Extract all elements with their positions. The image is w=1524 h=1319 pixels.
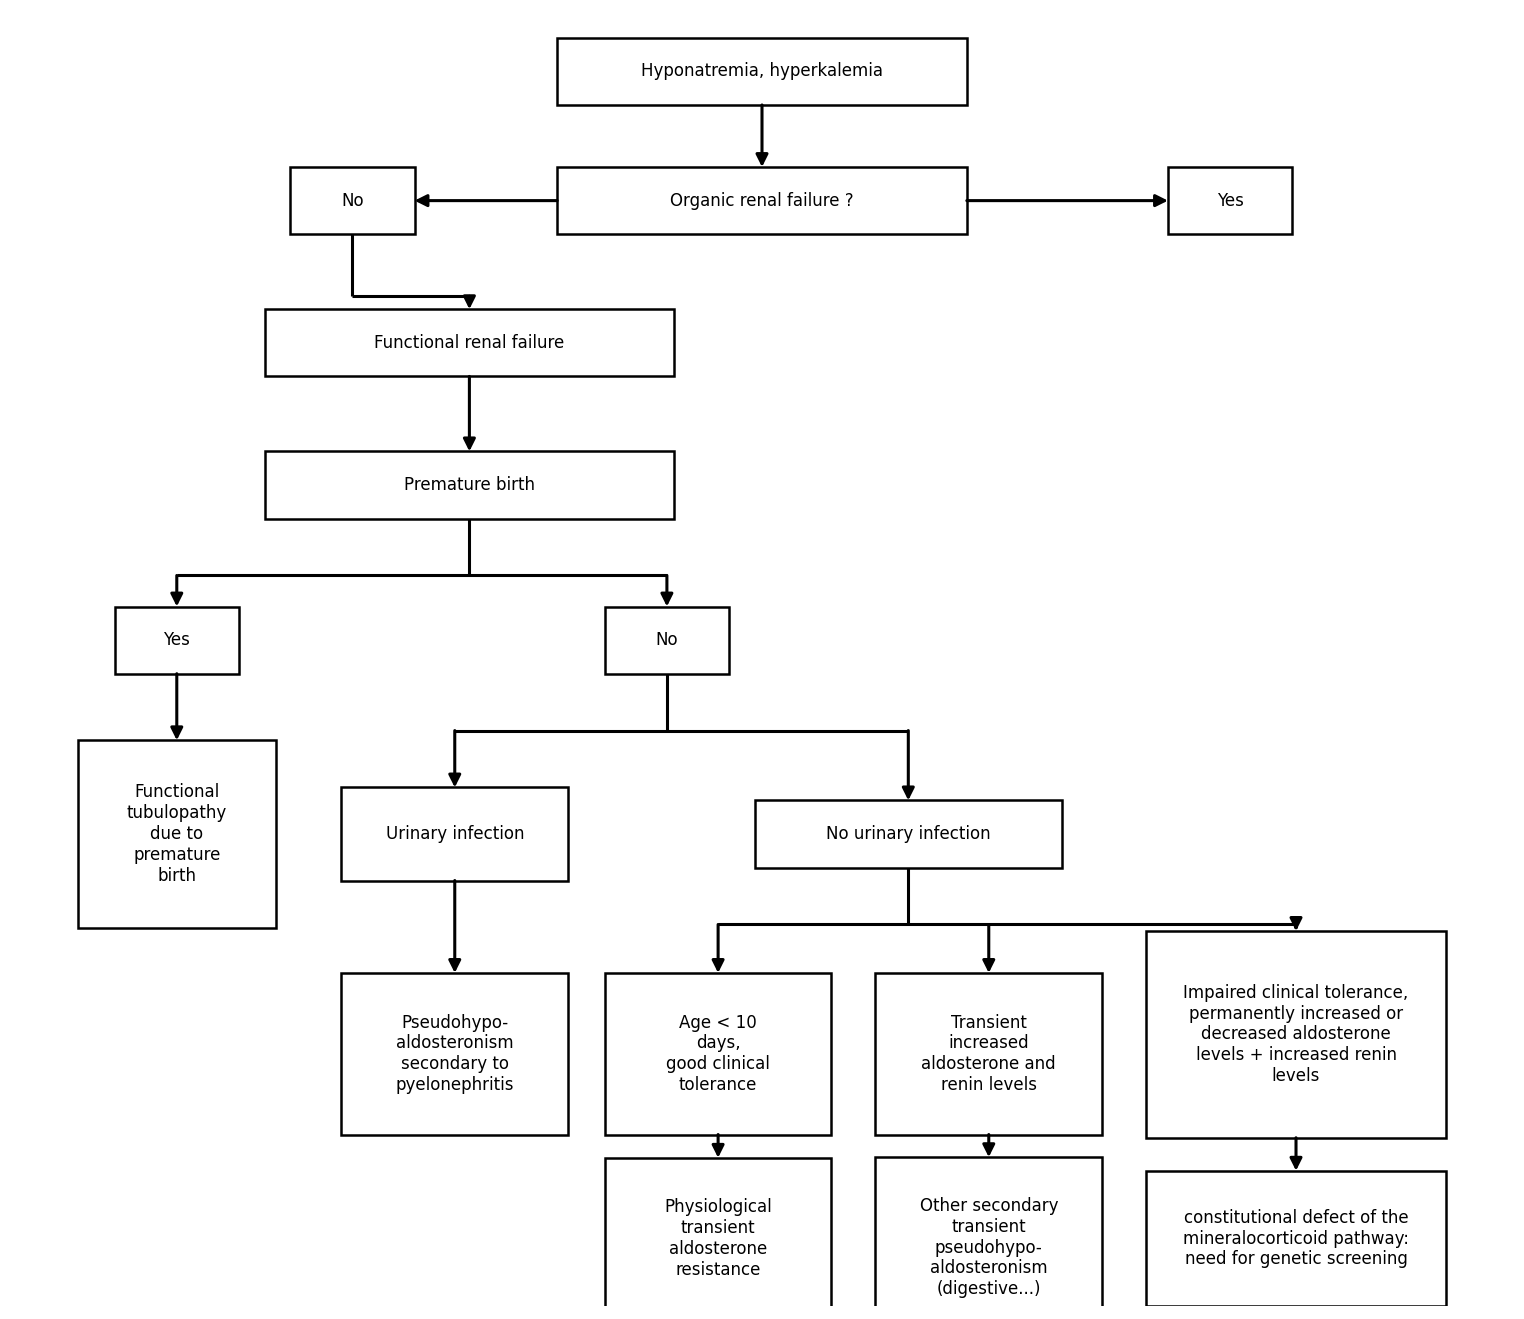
Text: Other secondary
transient
pseudohypo-
aldosteronism
(digestive...): Other secondary transient pseudohypo- al…: [919, 1198, 1058, 1298]
FancyBboxPatch shape: [875, 1157, 1102, 1319]
Text: No: No: [341, 191, 364, 210]
FancyBboxPatch shape: [558, 168, 966, 235]
Text: Age < 10
days,
good clinical
tolerance: Age < 10 days, good clinical tolerance: [666, 1013, 770, 1093]
Text: Hyponatremia, hyperkalemia: Hyponatremia, hyperkalemia: [642, 62, 882, 80]
Text: constitutional defect of the
mineralocorticoid pathway:
need for genetic screeni: constitutional defect of the mineralocor…: [1183, 1208, 1410, 1269]
Text: Organic renal failure ?: Organic renal failure ?: [671, 191, 853, 210]
FancyBboxPatch shape: [1146, 931, 1446, 1138]
Text: Pseudohypo-
aldosteronism
secondary to
pyelonephritis: Pseudohypo- aldosteronism secondary to p…: [396, 1013, 514, 1093]
FancyBboxPatch shape: [290, 168, 415, 235]
FancyBboxPatch shape: [341, 787, 568, 881]
Text: Yes: Yes: [163, 630, 190, 649]
FancyBboxPatch shape: [875, 973, 1102, 1134]
FancyBboxPatch shape: [1146, 1171, 1446, 1306]
FancyBboxPatch shape: [114, 607, 239, 674]
FancyBboxPatch shape: [78, 740, 276, 927]
Text: Functional renal failure: Functional renal failure: [375, 334, 564, 352]
Text: Impaired clinical tolerance,
permanently increased or
decreased aldosterone
leve: Impaired clinical tolerance, permanently…: [1183, 984, 1408, 1086]
Text: Premature birth: Premature birth: [404, 476, 535, 495]
FancyBboxPatch shape: [605, 607, 728, 674]
Text: Physiological
transient
aldosterone
resistance: Physiological transient aldosterone resi…: [664, 1199, 773, 1279]
Text: Functional
tubulopathy
due to
premature
birth: Functional tubulopathy due to premature …: [126, 783, 227, 885]
FancyBboxPatch shape: [605, 1158, 832, 1319]
Text: No urinary infection: No urinary infection: [826, 824, 991, 843]
FancyBboxPatch shape: [754, 801, 1062, 868]
FancyBboxPatch shape: [558, 38, 966, 106]
Text: Transient
increased
aldosterone and
renin levels: Transient increased aldosterone and reni…: [922, 1013, 1056, 1093]
FancyBboxPatch shape: [605, 973, 832, 1134]
Text: No: No: [655, 630, 678, 649]
FancyBboxPatch shape: [341, 973, 568, 1134]
FancyBboxPatch shape: [265, 309, 674, 376]
Text: Urinary infection: Urinary infection: [386, 824, 524, 843]
Text: Yes: Yes: [1216, 191, 1244, 210]
FancyBboxPatch shape: [1167, 168, 1292, 235]
FancyBboxPatch shape: [265, 451, 674, 518]
